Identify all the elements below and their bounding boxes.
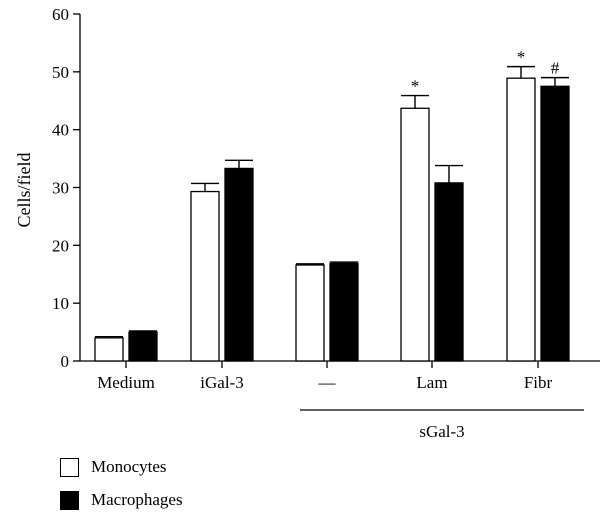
- y-tick-label: 10: [52, 294, 69, 313]
- y-tick-label: 40: [52, 121, 69, 140]
- bar-monocytes-4: [506, 77, 536, 362]
- y-tick-label: 30: [52, 179, 69, 198]
- x-tick-label: Medium: [97, 373, 155, 392]
- legend-label-monocytes: Monocytes: [91, 457, 167, 476]
- bar-monocytes-2: [295, 264, 325, 362]
- x-tick-label: iGal-3: [200, 373, 243, 392]
- y-tick-label: 0: [61, 352, 70, 371]
- x-tick-label: Fibr: [524, 373, 553, 392]
- y-tick-label: 60: [52, 5, 69, 24]
- bar-macrophages-0: [128, 331, 158, 362]
- legend-label-macrophages: Macrophages: [91, 490, 183, 509]
- bar-monocytes-1: [190, 190, 220, 362]
- x-tick-label: —: [318, 373, 337, 392]
- plot-area: 0 10 20 30 40 50 60 Medium iGal-3 — Lam * Fibr * # sGal…: [52, 5, 600, 440]
- y-tick-label: 20: [52, 236, 69, 255]
- bar-macrophages-3: [434, 182, 464, 362]
- legend-swatch-monocytes: [60, 457, 79, 477]
- x-tick-label: Lam: [416, 373, 447, 392]
- y-tick-label: 50: [52, 63, 69, 82]
- bar-macrophages-1: [224, 167, 254, 362]
- significance-mark: #: [551, 59, 560, 78]
- legend-swatch-macrophages: [60, 490, 79, 510]
- bar-macrophages-2: [329, 262, 359, 362]
- y-axis-label: Cells/field: [14, 153, 34, 228]
- bar-monocytes-3: [400, 107, 430, 362]
- bar-chart: Cells/field 0 10 20 30 40 50 60 Medium iGal-3 — La…: [14, 5, 600, 440]
- group-label: sGal-3: [419, 422, 464, 440]
- legend-item-macrophages: Macrophages: [60, 489, 183, 511]
- bar-monocytes-0: [94, 337, 124, 362]
- bar-macrophages-4: [540, 85, 570, 362]
- legend-item-monocytes: Monocytes: [60, 456, 167, 478]
- significance-mark: *: [411, 77, 420, 96]
- significance-mark: *: [517, 48, 526, 67]
